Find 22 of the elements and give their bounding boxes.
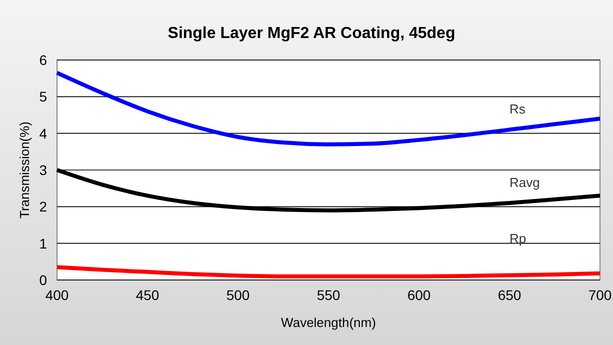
x-tick-label: 600 xyxy=(407,287,431,303)
x-tick-label: 550 xyxy=(316,287,340,303)
y-tick-label: 4 xyxy=(39,125,48,142)
x-tick-label: 700 xyxy=(588,287,612,303)
chart-title: Single Layer MgF2 AR Coating, 45deg xyxy=(168,25,456,42)
line-series xyxy=(55,70,602,146)
x-axis-title: Wavelength(nm) xyxy=(281,315,376,330)
series-label: Rs xyxy=(510,102,526,117)
y-tick-label: 6 xyxy=(39,52,48,68)
x-tick-label: 650 xyxy=(498,287,522,303)
y-tick-label: 3 xyxy=(39,162,48,178)
y-tick-label: 0 xyxy=(39,272,48,288)
y-tick-label: 5 xyxy=(39,88,48,105)
x-tick-label: 400 xyxy=(45,287,69,303)
y-tick-label: 1 xyxy=(39,235,48,252)
x-tick-label: 500 xyxy=(226,287,250,303)
x-tick-label: 450 xyxy=(136,287,160,303)
y-axis-title: Transmission(%) xyxy=(17,121,32,219)
series-label: Ravg xyxy=(510,175,540,190)
y-tick-label: 2 xyxy=(39,198,48,215)
text: Rp xyxy=(510,231,526,246)
line-series xyxy=(55,265,602,278)
